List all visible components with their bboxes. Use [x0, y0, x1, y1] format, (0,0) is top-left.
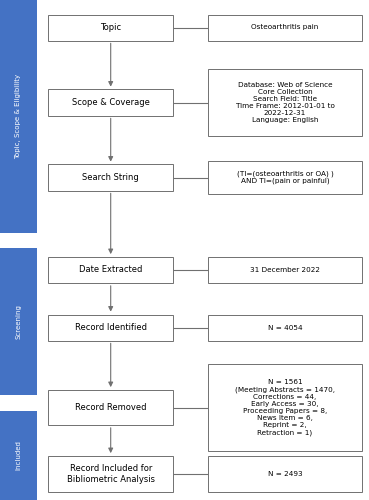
Bar: [0, 0, 37, 232]
Text: (TI=(osteoarthritis or OA) )
AND TI=(pain or painful): (TI=(osteoarthritis or OA) ) AND TI=(pai…: [237, 170, 334, 184]
Text: N = 2493: N = 2493: [268, 471, 302, 477]
Bar: [0, 248, 37, 395]
Bar: [48, 257, 173, 283]
Text: Osteoarthritis pain: Osteoarthritis pain: [251, 24, 319, 30]
Bar: [208, 68, 362, 136]
Text: Included: Included: [15, 440, 21, 470]
Text: Date Extracted: Date Extracted: [79, 266, 142, 274]
Text: Record Included for
Bibliometric Analysis: Record Included for Bibliometric Analysi…: [67, 464, 155, 483]
Text: Topic: Topic: [100, 23, 121, 32]
Bar: [208, 314, 362, 340]
Text: Scope & Coverage: Scope & Coverage: [72, 98, 150, 107]
Bar: [48, 14, 173, 40]
Bar: [208, 161, 362, 194]
Bar: [0, 411, 37, 500]
Text: N = 1561
(Meeting Abstracts = 1470,
Corrections = 44,
Early Access = 30,
Proceed: N = 1561 (Meeting Abstracts = 1470, Corr…: [235, 380, 335, 436]
Text: Record Identified: Record Identified: [75, 323, 147, 332]
Bar: [48, 314, 173, 340]
Text: Screening: Screening: [15, 304, 21, 339]
Bar: [48, 90, 173, 116]
Bar: [208, 456, 362, 492]
Bar: [48, 390, 173, 425]
Text: Topic, Scope & Eligibility: Topic, Scope & Eligibility: [15, 74, 21, 159]
Text: Database: Web of Science
Core Collection
Search Field: Title
Time Frame: 2012-01: Database: Web of Science Core Collection…: [236, 82, 334, 123]
Bar: [208, 364, 362, 451]
Bar: [48, 456, 173, 492]
Bar: [48, 164, 173, 190]
Text: N = 4054: N = 4054: [268, 324, 302, 330]
Text: Record Removed: Record Removed: [75, 403, 146, 412]
Text: Search String: Search String: [82, 173, 139, 182]
Bar: [208, 14, 362, 40]
Text: 31 December 2022: 31 December 2022: [250, 267, 320, 273]
Bar: [208, 257, 362, 283]
